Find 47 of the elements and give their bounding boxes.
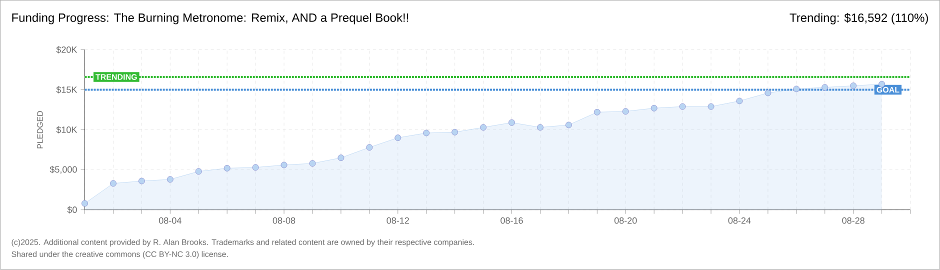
x-tick-label: 08-20 [614,218,637,224]
y-tick-label: $15K [56,86,78,94]
point [280,162,288,168]
x-tick-label: 08-28 [842,218,864,224]
point [480,124,486,131]
point [309,160,316,167]
point [594,109,600,116]
point [452,129,458,136]
point [366,144,373,151]
point [166,176,174,183]
x-tick-label: 08-12 [386,218,409,224]
point [394,134,402,142]
x-tick-label: 08-16 [500,218,523,224]
point [650,105,658,112]
x-tick-label: 08-04 [158,218,182,224]
ref-line-label: TRENDING [96,74,137,80]
point [423,130,430,136]
y-tick-label: $20K [56,46,78,54]
ref-line-label: GOAL [876,87,900,93]
y-tick-label: $5,000 [50,166,77,174]
point [537,124,544,131]
x-tick-label: 08-08 [272,218,296,224]
point [338,154,344,162]
point [82,200,88,207]
point [736,98,743,104]
point [850,82,857,90]
chart-subtitle: Trending: $16,592 (110%) [790,13,928,25]
text: Shared under the creative commons (CC BY-NC 3.0) license. [12,251,228,259]
point [622,108,629,115]
point [679,104,686,110]
point [138,178,145,184]
point [565,122,572,128]
point [224,165,230,172]
point [110,180,116,187]
point [508,120,515,126]
point [195,168,202,175]
point [793,86,800,92]
y-tick-label: $0 [67,206,77,214]
point [708,104,714,110]
text: (c)2025. Additional content provided by R. Alan Brooks. Trademarks and related content are owned by their respective companies. [12,239,474,247]
y-tick-label: $10K [56,126,78,134]
point [252,164,259,171]
point [764,90,772,96]
point [822,84,828,91]
chart-title: Funding Progress: The Burning Metronome: Remix, AND a Prequel Book!! [12,13,408,25]
y-axis-title: PLEDGED [37,111,43,148]
x-tick-label: 08-24 [728,218,751,224]
